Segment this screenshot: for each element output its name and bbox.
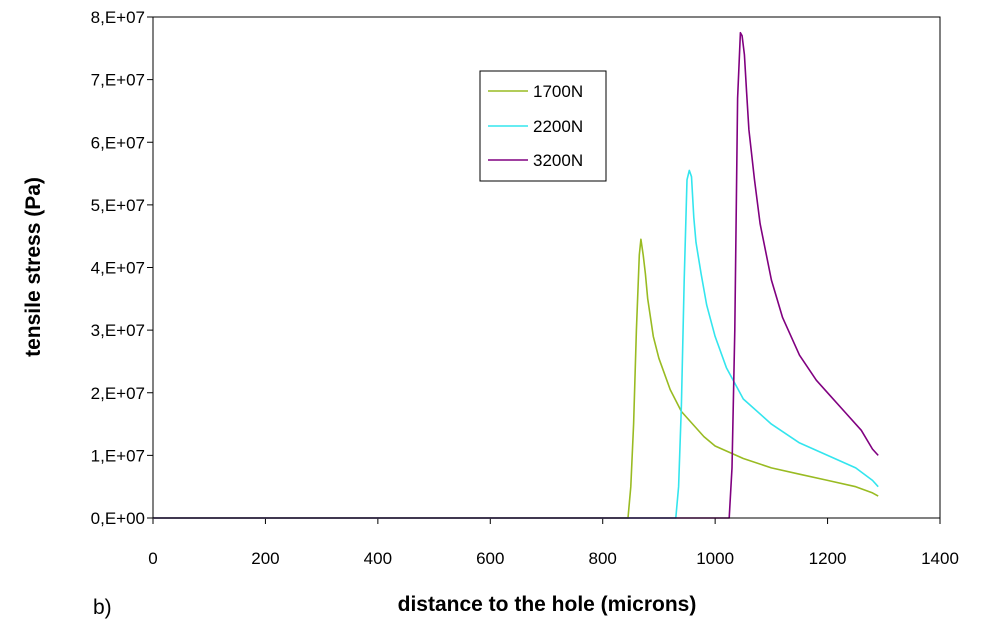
x-tick-label: 400 — [364, 549, 392, 568]
legend-label-2200N: 2200N — [533, 117, 583, 136]
y-tick-label: 1,E+07 — [91, 446, 145, 465]
y-tick-label: 5,E+07 — [91, 196, 145, 215]
series-line-2200N — [153, 169, 879, 519]
x-axis-ticks: 0 200 400 600 800 1000 1200 1400 — [148, 518, 959, 568]
y-tick-label: 0,E+00 — [91, 509, 145, 528]
series-layer — [153, 31, 879, 519]
x-tick-label: 600 — [476, 549, 504, 568]
y-tick-label: 2,E+07 — [91, 384, 145, 403]
legend: 1700N 2200N 3200N — [479, 70, 607, 182]
x-axis-title: distance to the hole (microns) — [398, 593, 697, 616]
x-tick-label: 1400 — [921, 549, 959, 568]
legend-label-3200N: 3200N — [533, 151, 583, 170]
legend-label-1700N: 1700N — [533, 82, 583, 101]
plot-area-frame — [152, 16, 941, 519]
series-line-1700N — [153, 238, 879, 519]
panel-label: b) — [93, 596, 112, 619]
y-tick-label: 7,E+07 — [91, 71, 145, 90]
series-line-3200N — [153, 31, 879, 519]
x-tick-label: 800 — [589, 549, 617, 568]
x-tick-label: 200 — [251, 549, 279, 568]
y-tick-label: 6,E+07 — [91, 133, 145, 152]
x-tick-label: 1200 — [809, 549, 847, 568]
y-tick-label: 8,E+07 — [91, 8, 145, 27]
x-tick-label: 0 — [148, 549, 157, 568]
y-tick-label: 3,E+07 — [91, 321, 145, 340]
x-tick-label: 1000 — [696, 549, 734, 568]
y-axis-title: tensile stress (Pa) — [22, 177, 45, 357]
y-tick-label: 4,E+07 — [91, 259, 145, 278]
y-axis-ticks: 0,E+00 1,E+07 2,E+07 3,E+07 4,E+07 5,E+07 6,E+… — [91, 8, 153, 528]
